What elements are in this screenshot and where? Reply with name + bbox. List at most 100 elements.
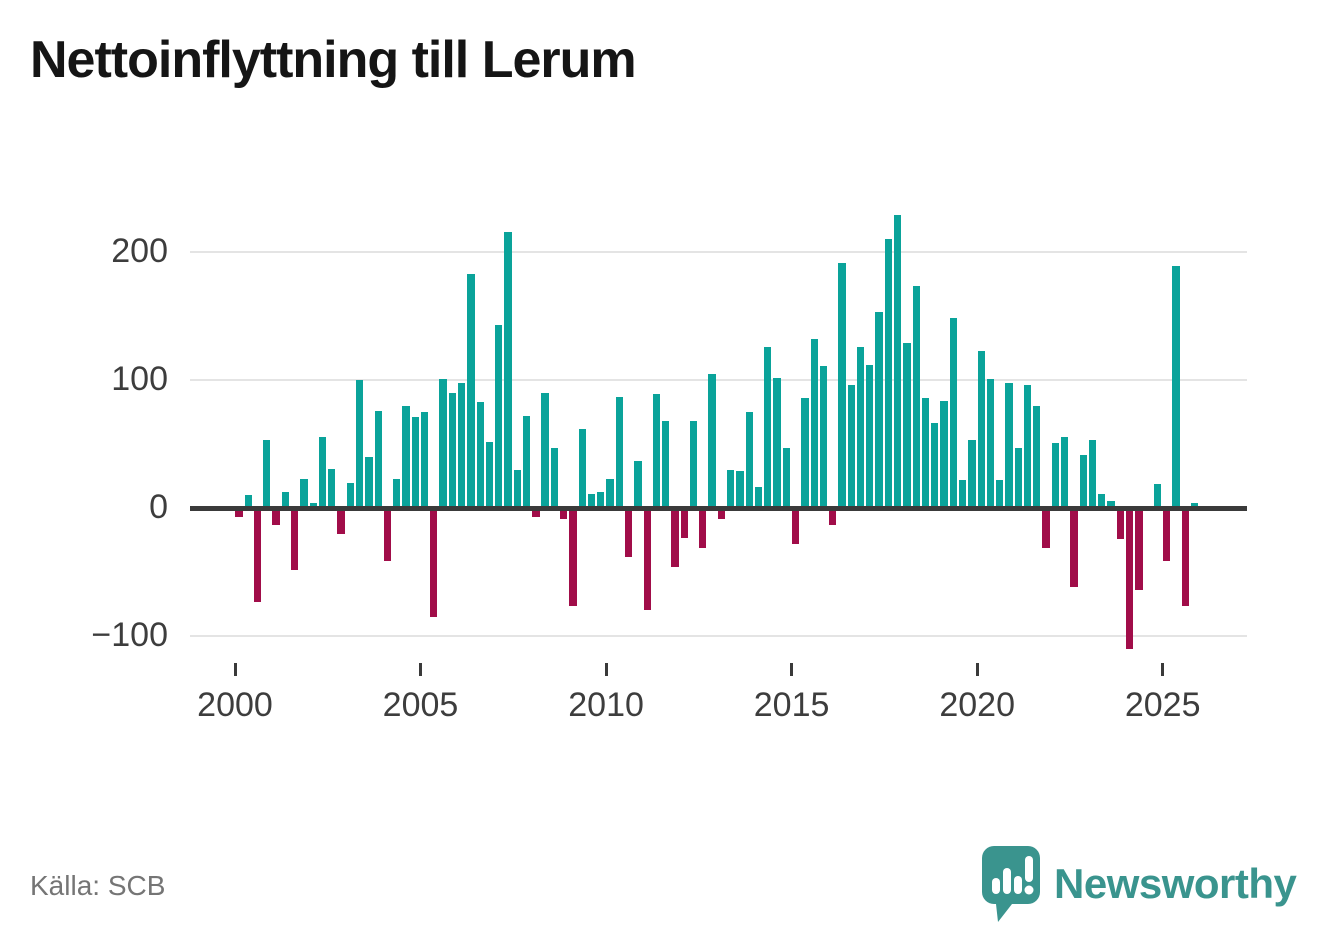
bar-positive	[838, 263, 846, 507]
bar-positive	[634, 461, 642, 507]
bar-negative	[1125, 511, 1134, 649]
bar-positive	[727, 470, 735, 507]
bar-positive	[958, 480, 967, 507]
bar-positive	[903, 343, 911, 507]
chart-title: Nettoinflyttning till Lerum	[30, 31, 637, 89]
bar-positive	[1190, 503, 1199, 507]
bar-negative	[717, 511, 726, 519]
x-axis-tick	[975, 663, 979, 676]
bar-positive	[300, 479, 308, 507]
bar-positive	[1061, 437, 1069, 507]
x-axis-tick	[604, 663, 608, 676]
bar-positive	[782, 448, 790, 507]
bar-positive	[578, 429, 586, 507]
bar-positive	[708, 374, 716, 507]
bar-positive	[587, 494, 596, 507]
bar-negative	[532, 511, 540, 517]
bar-positive	[318, 437, 327, 507]
bar-positive	[652, 394, 661, 507]
bar-positive	[931, 423, 939, 507]
bar-positive	[244, 495, 252, 507]
bar-negative	[235, 511, 243, 517]
bar-positive	[467, 274, 475, 507]
bar-positive	[856, 347, 865, 507]
x-axis-year-label: 2015	[753, 686, 830, 724]
x-axis-year-label: 2025	[1124, 686, 1201, 724]
y-axis-label: 100	[111, 360, 168, 398]
bar-positive	[1079, 455, 1087, 507]
x-axis-year-label: 2010	[568, 686, 644, 724]
y-gridline	[190, 251, 1247, 253]
bar-negative	[569, 511, 577, 606]
bar-positive	[309, 503, 317, 507]
bar-positive	[476, 402, 484, 507]
bar-negative	[643, 511, 651, 610]
bar-positive	[819, 366, 828, 507]
bar-negative	[671, 511, 679, 567]
x-axis-tick	[233, 663, 237, 676]
bar-positive	[949, 318, 957, 507]
bar-negative	[1181, 511, 1189, 606]
bar-positive	[411, 417, 419, 507]
bar-negative	[1163, 511, 1171, 561]
bar-positive	[866, 365, 874, 507]
bar-negative	[291, 511, 299, 570]
bar-positive	[550, 448, 559, 507]
x-axis-year-label: 2005	[382, 686, 459, 724]
bar-positive	[457, 383, 466, 507]
bar-positive	[1088, 440, 1097, 507]
bar-positive	[801, 398, 809, 507]
bar-positive	[986, 379, 995, 507]
bar-negative	[624, 511, 633, 557]
bar-positive	[1153, 484, 1162, 507]
y-axis-label: 0	[149, 488, 168, 526]
bar-positive	[439, 379, 447, 507]
bar-positive	[968, 440, 976, 507]
bar-positive	[912, 286, 920, 507]
bar-positive	[764, 347, 772, 507]
bar-negative	[430, 511, 438, 617]
bar-negative	[1135, 511, 1143, 590]
bar-positive	[884, 239, 893, 507]
bar-positive	[940, 401, 948, 507]
y-axis-label: 200	[111, 232, 168, 270]
bar-positive	[1005, 383, 1013, 507]
bar-positive	[346, 483, 354, 507]
bar-positive	[1051, 443, 1060, 507]
y-gridline	[190, 635, 1247, 637]
bar-positive	[485, 442, 494, 507]
bar-positive	[281, 492, 290, 507]
bar-negative	[560, 511, 568, 519]
bar-positive	[355, 380, 364, 507]
bar-positive	[1033, 406, 1041, 507]
bar-positive	[615, 397, 624, 507]
bar-positive	[1107, 501, 1115, 507]
bar-positive	[921, 398, 930, 507]
bar-positive	[977, 351, 985, 507]
bar-positive	[1014, 448, 1022, 507]
bar-positive	[393, 479, 401, 507]
bar-positive	[754, 487, 763, 507]
x-axis-tick	[419, 663, 422, 676]
bar-negative	[829, 511, 837, 525]
bar-negative	[1042, 511, 1050, 548]
bar-negative	[383, 511, 392, 561]
bar-negative	[272, 511, 280, 525]
bar-positive	[606, 479, 614, 507]
bar-positive	[1098, 494, 1106, 507]
bar-positive	[745, 412, 753, 507]
x-axis-tick	[790, 663, 794, 676]
bar-positive	[448, 393, 457, 507]
newsworthy-logo: Newsworthy	[982, 844, 1297, 924]
bar-positive	[894, 215, 902, 507]
bar-negative	[1070, 511, 1078, 587]
bar-negative	[680, 511, 688, 538]
zero-axis-line	[190, 506, 1247, 511]
bar-positive	[1023, 385, 1032, 507]
bar-positive	[328, 469, 336, 507]
bar-negative	[253, 511, 262, 602]
bar-positive	[365, 457, 373, 507]
bar-positive	[875, 312, 883, 507]
bar-positive	[522, 416, 531, 507]
